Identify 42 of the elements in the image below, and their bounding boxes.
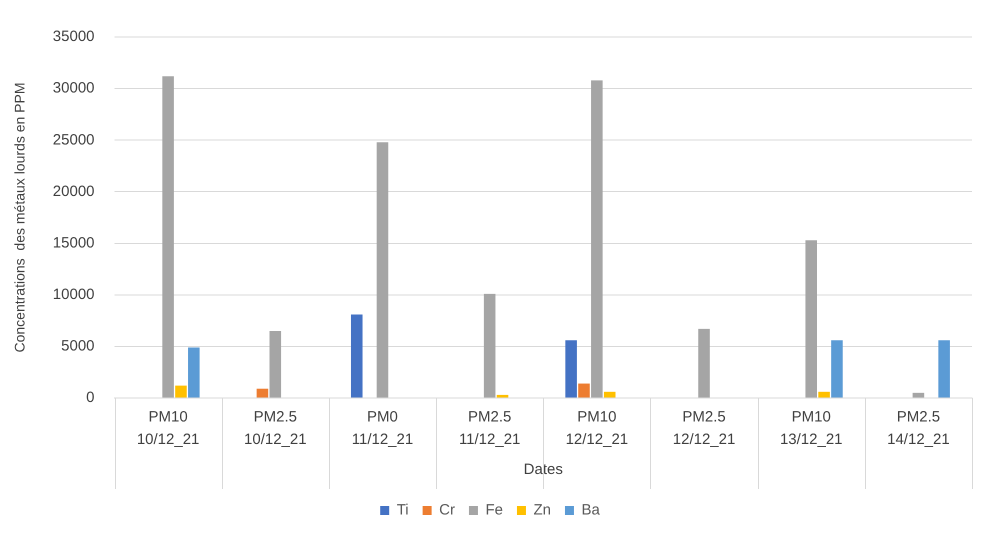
- legend-label: Cr: [439, 502, 455, 519]
- legend-label: Fe: [485, 502, 503, 519]
- bar: [496, 394, 508, 398]
- bar: [818, 392, 830, 398]
- bar: [256, 388, 268, 398]
- bar: [805, 240, 818, 398]
- x-tick-label: PM2.5 10/12_21: [244, 408, 307, 448]
- bar: [484, 294, 496, 398]
- bar: [578, 384, 590, 398]
- bar: [175, 386, 187, 398]
- x-tick-label: PM10 13/12_21: [780, 408, 843, 448]
- bar: [912, 392, 924, 398]
- y-tick-label: 0: [86, 389, 95, 406]
- x-tick-label: PM2.5 14/12_21: [887, 408, 950, 448]
- bar: [698, 328, 710, 398]
- bar: [591, 80, 603, 398]
- legend-label: Ba: [581, 502, 600, 519]
- bar: [938, 340, 950, 398]
- y-axis-title: Concentrations des métaux lourds en PPM: [11, 82, 28, 353]
- x-tick-label: PM10 10/12_21: [136, 408, 200, 448]
- x-axis-title: Dates: [524, 461, 563, 478]
- y-tick-label: 30000: [52, 80, 95, 97]
- y-tick-label: 25000: [52, 131, 95, 148]
- bar: [350, 314, 363, 398]
- x-tick-label: PM10 12/12_21: [566, 408, 628, 448]
- bar: [188, 347, 200, 398]
- bar: [831, 340, 843, 398]
- y-tick-label: 35000: [52, 28, 95, 46]
- x-tick-label: PM2.5 12/12_21: [672, 408, 736, 448]
- x-tick-label: PM0 11/12_21: [352, 408, 414, 448]
- y-tick-label: 20000: [52, 182, 95, 200]
- bar: [270, 330, 282, 398]
- bar: [604, 392, 616, 398]
- bar: [162, 76, 174, 398]
- legend-label: Ti: [396, 502, 409, 519]
- x-tick-label: PM2.5 11/12_21: [458, 408, 520, 448]
- bar: [376, 142, 388, 398]
- y-tick-label: 10000: [52, 286, 95, 303]
- y-tick-label: 15000: [52, 234, 95, 252]
- y-tick-label: 5000: [61, 338, 95, 355]
- bar: [565, 340, 577, 398]
- legend-label: Zn: [533, 502, 551, 519]
